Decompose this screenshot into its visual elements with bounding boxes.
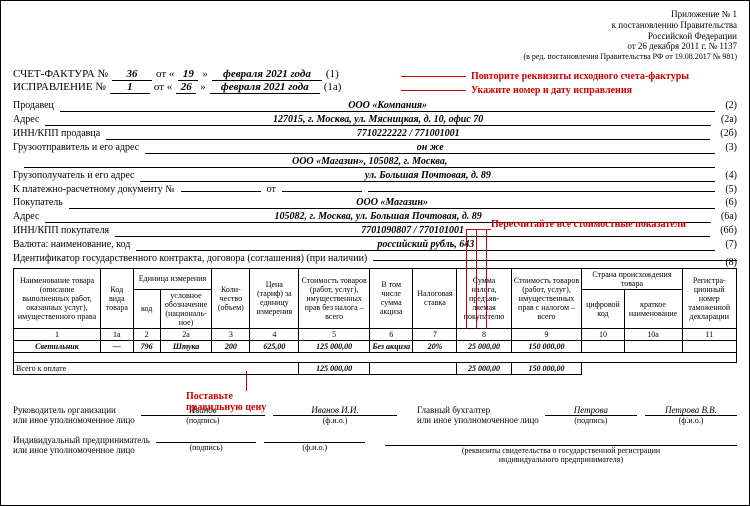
annotation-2: Укажите номер и дату исправления [471, 85, 632, 96]
inn-s-val: 7710222222 / 771001001 [106, 128, 710, 140]
th-5: Стоимость товаров (работ, услуг), имущес… [299, 268, 370, 328]
baddr-lbl: Адрес [13, 211, 39, 222]
th-7: Налоговая ставка [413, 268, 457, 328]
acc-name: Петрова В.В. [645, 405, 737, 416]
pay-n [181, 191, 261, 192]
acc-sign: Петрова [545, 405, 637, 416]
main-table: Наименование товара (описание выполненны… [13, 268, 737, 375]
cons-val: ул. Большая Почтовая, д. 89 [140, 170, 715, 182]
invoice-no: 36 [112, 68, 152, 81]
index-row: 11а22а34567891010а11 [14, 328, 737, 340]
correction-label: ИСПРАВЛЕНИЕ № [13, 81, 106, 93]
code-1: (1) [326, 68, 339, 80]
pay-d [282, 191, 362, 192]
th-2: код [133, 289, 160, 328]
doc-header: Приложение № 1 к постановлению Правитель… [13, 9, 737, 62]
code-1a: (1а) [324, 81, 342, 93]
buyer-lbl: Покупатель [13, 197, 63, 208]
code-8: (8) [725, 257, 737, 268]
th-1a: Код вида товара [100, 268, 133, 328]
from-text: от « [156, 68, 174, 80]
addr-lbl: Адрес [13, 114, 39, 125]
seller-val: ООО «Компания» [60, 100, 715, 112]
correction-no: 1 [110, 81, 150, 94]
head-name: Иванов И.И. [273, 405, 397, 416]
addr-val: 127015, г. Москва, ул. Мясницкая, д. 10,… [45, 114, 710, 126]
invoice-month: февраля 2021 года [212, 68, 322, 81]
correction-day: 26 [176, 81, 196, 94]
cur-val: российский рубль, 643 [136, 239, 715, 251]
acc-lbl: Главный бухгалтер или иное уполномоченно… [417, 405, 539, 425]
inn-s-lbl: ИНН/КПП продавца [13, 128, 100, 139]
head-lbl: Руководитель организации или иное уполно… [13, 405, 135, 425]
correction-month: февраля 2021 года [210, 81, 320, 94]
hdr-l3: Российской Федерации [13, 31, 737, 42]
th-2a: условное обозначение (националь-ное) [160, 289, 212, 328]
total-row: Всего к оплате 125 000,00 25 000,00 150 … [14, 362, 737, 374]
th-unit: Единица измерения [133, 268, 212, 289]
annotation-1: Повторите реквизиты исходного счета-факт… [471, 71, 689, 82]
hdr-l5: (в ред. постановления Правительства РФ о… [13, 52, 737, 62]
invoice-label: СЧЕТ-ФАКТУРА № [13, 68, 108, 80]
table-row: Светильник—796Штука200625,00125 000,00Бе… [14, 340, 737, 352]
annot-line-2 [401, 90, 466, 91]
ident-lbl: Идентификатор государственного контракта… [13, 253, 367, 264]
th-1: Наименование товара (описание выполненны… [14, 268, 101, 328]
th-10a: краткое наименование [624, 289, 682, 328]
signatures: Руководитель организации или иное уполно… [13, 405, 737, 464]
ship2-val: ООО «Магазин», 105082, г. Москва, [24, 156, 715, 168]
hdr-l2: к постановлению Правительства [13, 20, 737, 31]
th-11: Регистра-ционный номер таможенной деклар… [682, 268, 736, 328]
ip-lbl: Индивидуальный предприниматель или иное … [13, 435, 150, 455]
annotation-4: Поставьте правильную цену [186, 391, 266, 413]
req-cap: (реквизиты свидетельства о государственн… [385, 446, 737, 464]
th-country: Страна происхождения товара [582, 268, 682, 289]
seller-lbl: Продавец [13, 100, 54, 111]
ship-val: он же [145, 142, 715, 154]
empty-row [14, 352, 737, 362]
cur-lbl: Валюта: наименование, код [13, 239, 130, 250]
hdr-l1: Приложение № 1 [13, 9, 737, 20]
binn-lbl: ИНН/КПП покупателя [13, 225, 109, 236]
annotation-3: Пересчитайте все стоимостные показатели [491, 219, 686, 230]
th-10: цифровой код [582, 289, 624, 328]
buyer-val: ООО «Магазин» [69, 197, 715, 209]
cons-lbl: Грузополучатель и его адрес [13, 170, 134, 181]
th-6: В том числе сумма акциза [369, 268, 412, 328]
fields-block: ПродавецООО «Компания»(2) Адрес127015, г… [13, 100, 737, 264]
hdr-l4: от 26 декабря 2011 г. № 1137 [13, 41, 737, 52]
pay-lbl: К платежно-расчетному документу № [13, 184, 175, 195]
ship-lbl: Грузоотправитель и его адрес [13, 142, 139, 153]
th-3: Коли-чество (объем) [212, 268, 250, 328]
annot-line-1 [401, 76, 466, 77]
th-8: Сумма налога, предъяв-ляемая покупателю [457, 268, 511, 328]
th-9: Стоимость товаров (работ, услуг), имущес… [511, 268, 582, 328]
th-4: Цена (тариф) за единицу измерения [250, 268, 299, 328]
invoice-day: 19 [178, 68, 198, 81]
